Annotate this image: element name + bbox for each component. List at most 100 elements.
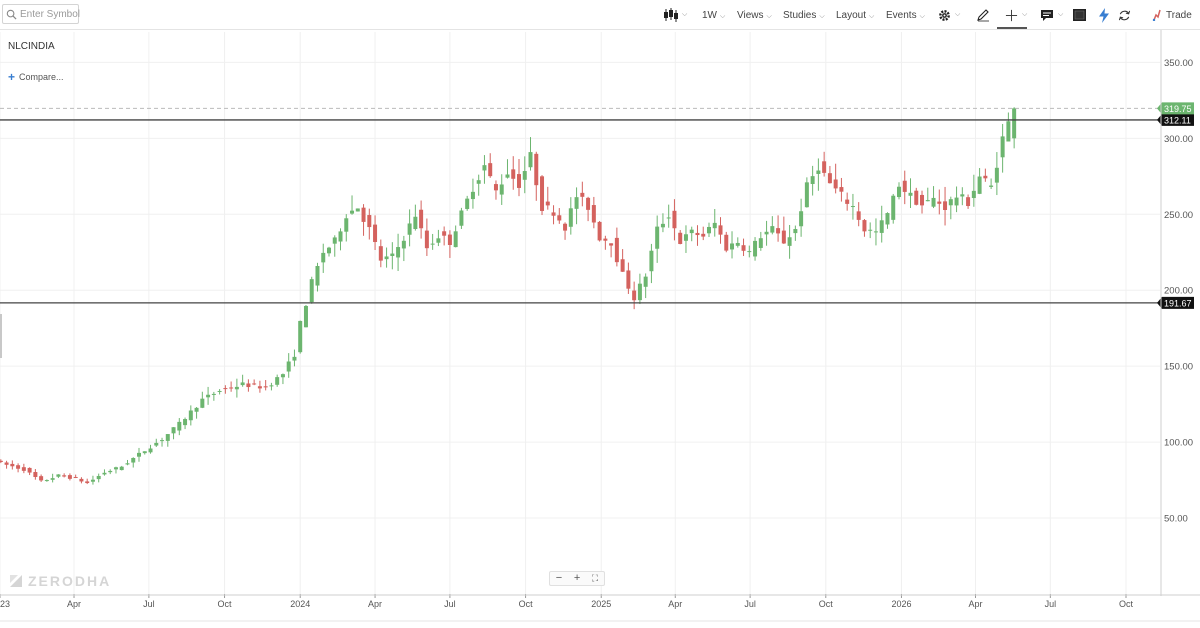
candle-down (62, 475, 67, 477)
candle-up (137, 452, 142, 457)
x-tick-label: Oct (819, 599, 834, 609)
candle-down (856, 211, 861, 220)
candle-up (211, 393, 216, 395)
candle-down (540, 176, 545, 211)
candle-down (833, 179, 838, 189)
zerodha-watermark: ZERODHA (9, 573, 111, 589)
crosshair-active-indicator (997, 27, 1027, 29)
candle-up (793, 229, 798, 234)
fullscreen-button[interactable] (1073, 6, 1086, 24)
candle-up (113, 467, 118, 470)
draw-button[interactable] (976, 6, 990, 24)
layout-dropdown[interactable]: Layout ⌵ (836, 9, 875, 21)
candle-up (1000, 136, 1005, 158)
candle-up (753, 240, 758, 257)
candle-up (125, 463, 130, 465)
candle-up (660, 223, 665, 228)
candle-up (413, 216, 418, 229)
candle-down (845, 199, 850, 204)
candle-up (931, 197, 936, 207)
horizontal-levels: 312.11 191.67 319.75 (0, 102, 1194, 309)
candle-up (747, 251, 752, 253)
studies-dropdown[interactable]: Studies ⌵ (783, 9, 825, 21)
candle-up (643, 276, 648, 287)
events-label: Events (886, 9, 917, 21)
refresh-icon (1118, 10, 1131, 20)
candle-up (712, 222, 717, 229)
candle-up (666, 217, 671, 219)
price-chart[interactable]: 312.11 191.67 319.75 50.00 100.00 150.00 200.… (0, 30, 1200, 628)
candle-down (442, 231, 447, 236)
candle-down (16, 465, 21, 469)
candle-down (367, 215, 372, 228)
zoom-in-button[interactable]: + (573, 572, 581, 584)
zoom-out-button[interactable]: − (555, 572, 563, 584)
candle-down (839, 187, 844, 192)
candle-down (614, 237, 619, 263)
candle-up (459, 210, 464, 226)
compare-button[interactable]: + Compare... (8, 70, 64, 84)
candle-down (4, 462, 9, 465)
candle-up (200, 398, 205, 408)
zerodha-logo-icon (10, 575, 22, 587)
zoom-fit-button[interactable]: ⛶ (591, 573, 599, 583)
chart-grid (0, 32, 1160, 594)
candle-down (252, 383, 257, 385)
candle-down (586, 197, 591, 210)
quick-trade-button[interactable] (1098, 6, 1110, 24)
candle-down (695, 232, 700, 236)
refresh-button[interactable] (1118, 6, 1131, 24)
crosshair-button[interactable]: ⌵ (1005, 6, 1027, 24)
candle-up (1006, 121, 1011, 142)
chart-type-button[interactable]: ⌵ (663, 6, 687, 24)
events-dropdown[interactable]: Events ⌵ (886, 9, 925, 21)
candle-up (50, 478, 55, 480)
candle-up (465, 198, 470, 209)
candle-up (44, 480, 49, 482)
candle-up (206, 394, 211, 398)
candle-up (574, 197, 579, 209)
y-tick-label: 50.00 (1164, 514, 1188, 525)
candle-up (430, 243, 435, 245)
price-axis: 50.00 100.00 150.00 200.00 250.00 300.00 350.0… (1160, 30, 1193, 596)
candle-down (822, 161, 827, 173)
candle-up (764, 231, 769, 235)
candle-down (229, 387, 234, 389)
scroll-handle[interactable] (0, 314, 2, 358)
candle-down (937, 201, 942, 204)
views-dropdown[interactable]: Views ⌵ (737, 9, 772, 21)
candle-up (568, 208, 573, 227)
x-tick-label: 2025 (591, 599, 611, 609)
trade-button[interactable]: Trade (1152, 0, 1192, 30)
candle-up (730, 243, 735, 250)
candle-down (551, 212, 556, 216)
x-tick-label: Jul (744, 599, 756, 609)
candle-down (511, 169, 516, 179)
candle-down (424, 230, 429, 249)
candle-up (108, 470, 113, 473)
compare-label: Compare... (19, 72, 64, 82)
lightning-icon (1099, 7, 1109, 23)
comment-button[interactable]: ⌵ (1040, 6, 1063, 24)
candle-down (21, 467, 26, 471)
candle-down (79, 478, 84, 482)
candle-up (303, 305, 308, 328)
symbol-search-box[interactable] (2, 4, 80, 24)
x-tick-label: 23 (0, 599, 10, 609)
symbol-search-input[interactable] (20, 8, 80, 20)
candle-down (516, 174, 521, 188)
watermark-text: ZERODHA (28, 573, 112, 589)
candle-up (873, 231, 878, 233)
candle-up (868, 229, 873, 231)
candle-up (948, 199, 953, 206)
search-icon (6, 9, 17, 20)
candle-up (154, 442, 159, 446)
candle-up (470, 191, 475, 200)
candle-down (914, 190, 919, 205)
candle-up (436, 238, 441, 243)
last-price-badge (1157, 102, 1194, 115)
settings-button[interactable]: ⌵ (938, 6, 960, 24)
candle-up (816, 170, 821, 174)
candle-up (56, 474, 61, 477)
interval-dropdown[interactable]: 1W ⌵ (702, 9, 726, 21)
